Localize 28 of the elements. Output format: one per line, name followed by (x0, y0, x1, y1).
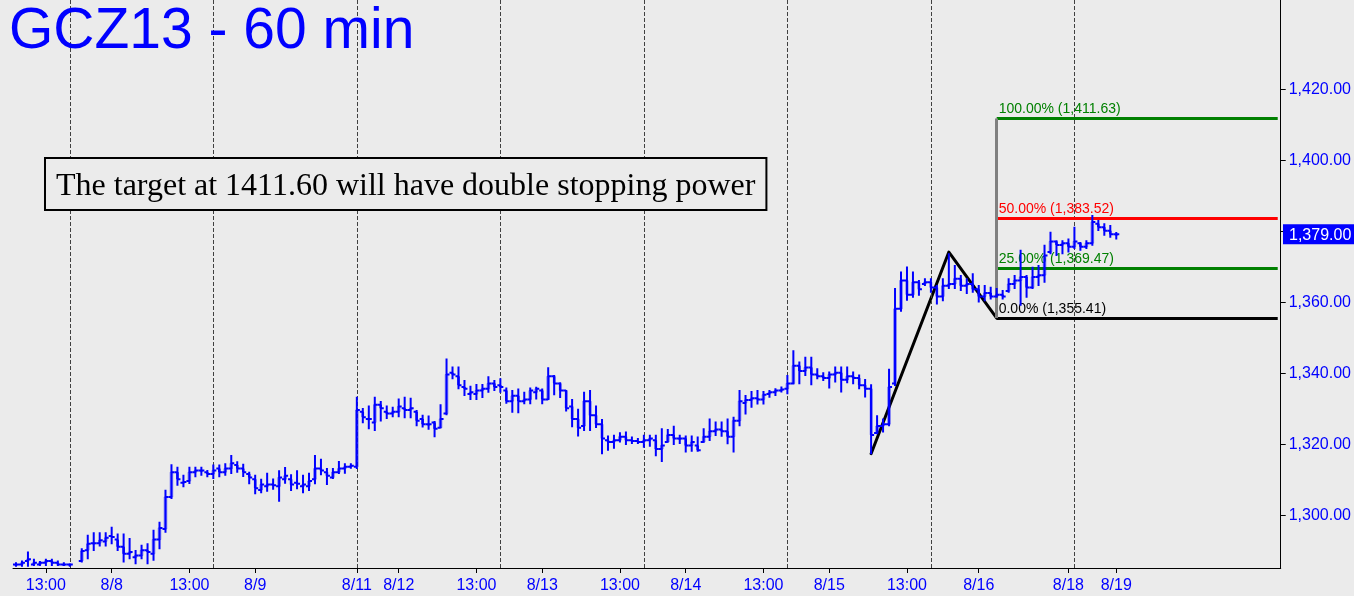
ref-line-label: 50.00% (1,383.52) (998, 200, 1114, 217)
x-tick-label: 8/9 (244, 575, 267, 593)
y-tick-label: 1,400.00 (1288, 151, 1352, 169)
x-tick-label: 8/13 (526, 575, 558, 593)
x-tick-label: 8/15 (813, 575, 845, 593)
x-tick-label: 13:00 (599, 575, 641, 593)
x-tick-label: 13:00 (743, 575, 784, 593)
x-tick-label: 13:00 (886, 575, 928, 593)
x-tick-label: 8/18 (1052, 575, 1085, 593)
x-tick-label: 13:00 (456, 575, 497, 593)
y-tick-label: 1,340.00 (1288, 364, 1352, 382)
x-tick-label: 8/8 (100, 575, 123, 593)
text: 1,379.00 (1289, 225, 1352, 243)
ref-line-label: 0.00% (1,355.41) (998, 300, 1107, 317)
chart-title: GCZ13 - 60 min (9, 0, 415, 60)
x-tick-label: 8/19 (1100, 575, 1132, 593)
annotation: The target at 1411.60 will have double stopping power (56, 166, 756, 202)
x-tick-label: 8/12 (383, 575, 415, 593)
ref-line-label: 100.00% (1,411.63) (998, 100, 1121, 117)
y-tick-label: 1,360.00 (1288, 293, 1352, 311)
y-tick-label: 1,320.00 (1288, 435, 1352, 453)
x-tick-label: 8/16 (963, 575, 995, 593)
x-tick-label: 8/14 (670, 575, 702, 593)
y-tick-label: 1,300.00 (1288, 506, 1352, 524)
y-tick-label: 1,420.00 (1288, 80, 1352, 98)
x-tick-label: 8/11 (341, 575, 372, 593)
x-tick-label: 13:00 (169, 575, 210, 593)
x-tick-label: 13:00 (25, 575, 67, 593)
